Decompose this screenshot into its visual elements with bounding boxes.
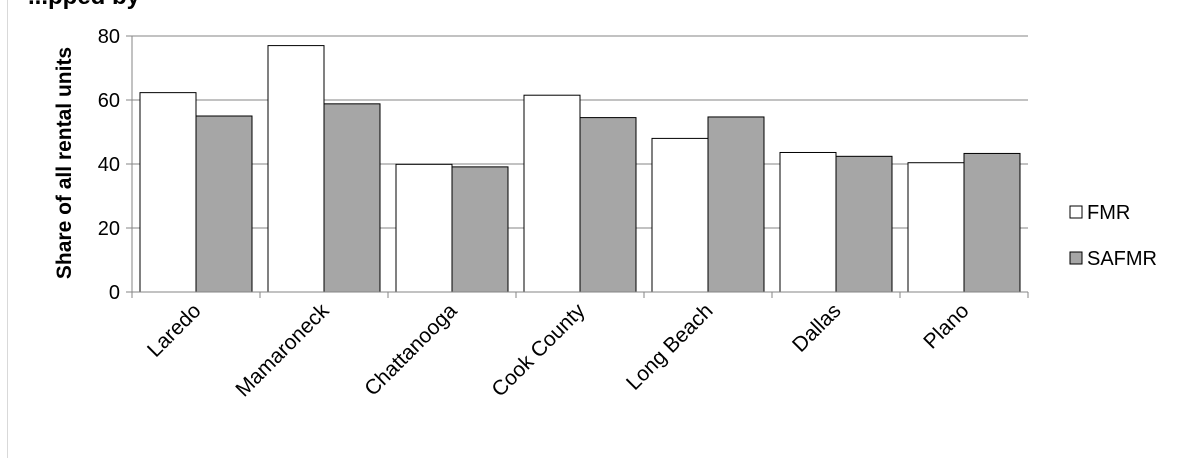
bar-safmr bbox=[580, 118, 636, 292]
bar-safmr bbox=[708, 117, 764, 292]
y-tick-label: 20 bbox=[98, 218, 120, 240]
y-tick-label: 40 bbox=[98, 154, 120, 176]
x-tick-label: Dallas bbox=[788, 299, 846, 357]
legend-swatch-safmr bbox=[1070, 252, 1082, 264]
y-tick-labels: 0 20 40 60 80 bbox=[98, 26, 120, 304]
x-tick-label: Cook County bbox=[487, 299, 589, 401]
bar-fmr bbox=[524, 95, 580, 292]
y-axis-title: Share of all rental units bbox=[53, 47, 76, 279]
bar-safmr bbox=[452, 167, 508, 292]
x-tick-label: Plano bbox=[919, 299, 973, 353]
bars bbox=[140, 46, 1020, 292]
x-tick-label: Long Beach bbox=[622, 299, 718, 395]
bar-fmr bbox=[908, 163, 964, 292]
legend: FMR SAFMR bbox=[1070, 202, 1157, 270]
legend-label-safmr: SAFMR bbox=[1087, 248, 1157, 270]
bar-safmr bbox=[836, 156, 892, 292]
x-tick-label: Mamaroneck bbox=[231, 299, 333, 401]
bar-safmr bbox=[196, 116, 252, 292]
y-tick-label: 0 bbox=[109, 282, 120, 304]
y-tick-label: 60 bbox=[98, 90, 120, 112]
bar-fmr bbox=[652, 138, 708, 292]
bar-fmr bbox=[140, 93, 196, 292]
x-tick-label: Laredo bbox=[143, 299, 206, 362]
bar-fmr bbox=[396, 164, 452, 292]
bar-fmr bbox=[268, 46, 324, 292]
y-tick-label: 80 bbox=[98, 26, 120, 48]
bar-safmr bbox=[964, 153, 1020, 292]
bar-safmr bbox=[324, 104, 380, 292]
legend-swatch-fmr bbox=[1070, 206, 1082, 218]
x-tick-label: Chattanooga bbox=[360, 299, 462, 401]
bar-fmr bbox=[780, 152, 836, 292]
legend-label-fmr: FMR bbox=[1087, 202, 1130, 224]
chart-title: ...pped by bbox=[28, 0, 141, 10]
